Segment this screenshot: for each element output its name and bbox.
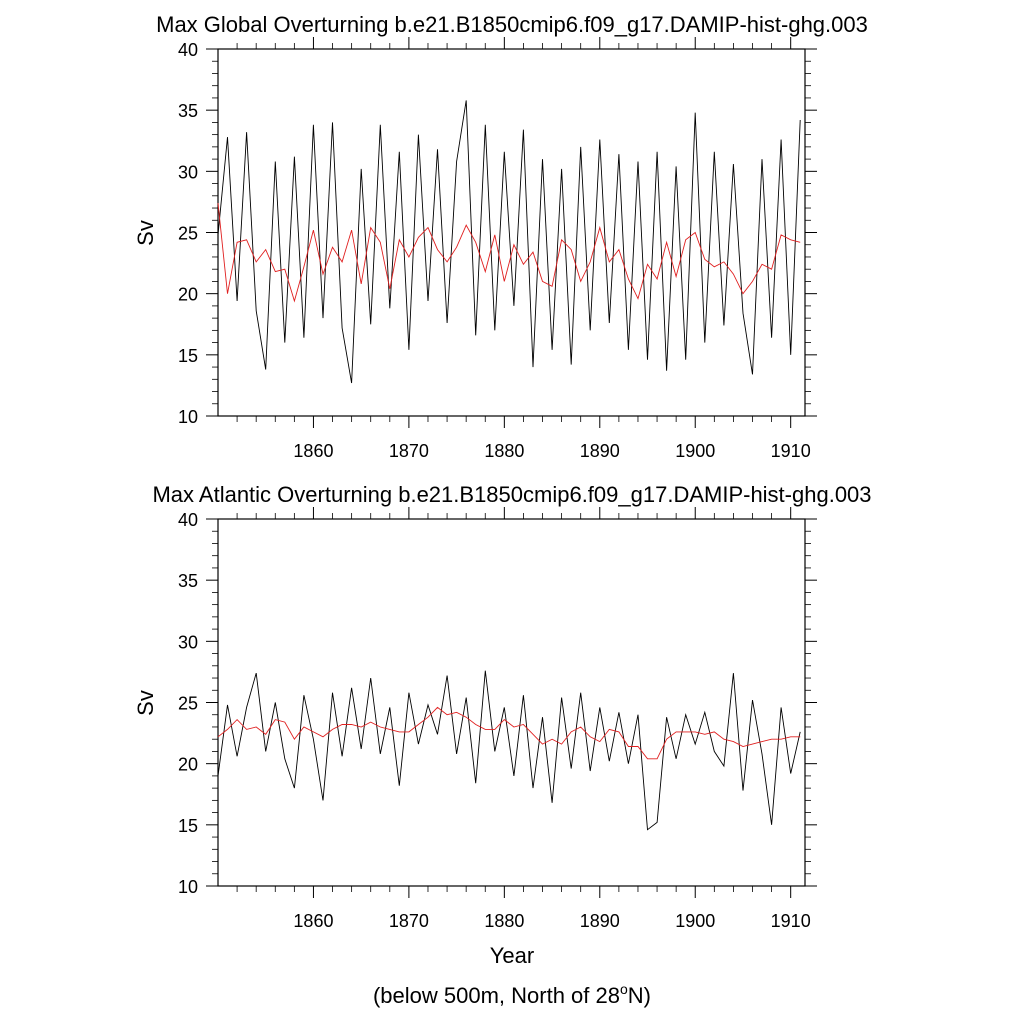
atlantic-overturning-panel: Max Atlantic Overturning b.e21.B1850cmip… bbox=[133, 482, 872, 968]
y-axis-label: Sv bbox=[133, 220, 158, 246]
x-tick-label: 1860 bbox=[293, 441, 333, 461]
y-tick-label: 15 bbox=[178, 816, 198, 836]
panel-title: Max Atlantic Overturning b.e21.B1850cmip… bbox=[152, 482, 871, 507]
plot-series bbox=[217, 100, 801, 384]
x-tick-labels: 1860 1870 1880 1890 1900 1910 bbox=[293, 911, 810, 931]
x-tick-label: 1880 bbox=[484, 441, 524, 461]
footnote-prefix: (below 500m, North of 28 bbox=[373, 983, 620, 1008]
axis-ticks bbox=[206, 507, 817, 898]
series-line-red bbox=[217, 706, 801, 760]
y-tick-label: 10 bbox=[178, 407, 198, 427]
y-tick-label: 20 bbox=[178, 285, 198, 305]
y-tick-label: 30 bbox=[178, 632, 198, 652]
footnote: (below 500m, North of 28oN) bbox=[373, 981, 651, 1008]
x-tick-label: 1910 bbox=[771, 911, 811, 931]
y-tick-label: 35 bbox=[178, 571, 198, 591]
series-line-black bbox=[217, 670, 801, 831]
y-tick-label: 25 bbox=[178, 694, 198, 714]
plot-frame bbox=[217, 518, 806, 887]
global-overturning-panel: Max Global Overturning b.e21.B1850cmip6.… bbox=[133, 12, 868, 461]
footnote-suffix: N) bbox=[628, 983, 651, 1008]
x-tick-label: 1900 bbox=[675, 911, 715, 931]
y-axis-label: Sv bbox=[133, 690, 158, 716]
y-tick-label: 40 bbox=[178, 40, 198, 60]
plot-frame bbox=[217, 48, 806, 417]
x-tick-label: 1880 bbox=[484, 911, 524, 931]
x-axis-label: Year bbox=[490, 943, 534, 968]
x-tick-label: 1890 bbox=[580, 441, 620, 461]
x-tick-label: 1860 bbox=[293, 911, 333, 931]
panel-title: Max Global Overturning b.e21.B1850cmip6.… bbox=[156, 12, 868, 37]
y-tick-label: 15 bbox=[178, 346, 198, 366]
x-tick-label: 1890 bbox=[580, 911, 620, 931]
y-tick-label: 35 bbox=[178, 101, 198, 121]
footnote-superscript: o bbox=[620, 981, 628, 997]
y-tick-label: 25 bbox=[178, 224, 198, 244]
x-tick-label: 1870 bbox=[389, 911, 429, 931]
series-line-red bbox=[217, 203, 801, 303]
y-tick-label: 40 bbox=[178, 510, 198, 530]
axis-ticks bbox=[206, 37, 817, 428]
y-tick-label: 10 bbox=[178, 877, 198, 897]
y-tick-labels: 10 15 20 25 30 35 40 bbox=[178, 510, 198, 897]
plot-series bbox=[217, 670, 801, 831]
series-line-black bbox=[217, 100, 801, 384]
y-tick-labels: 10 15 20 25 30 35 40 bbox=[178, 40, 198, 427]
x-tick-label: 1870 bbox=[389, 441, 429, 461]
x-tick-label: 1900 bbox=[675, 441, 715, 461]
y-tick-label: 20 bbox=[178, 755, 198, 775]
x-tick-labels: 1860 1870 1880 1890 1900 1910 bbox=[293, 441, 810, 461]
y-tick-label: 30 bbox=[178, 162, 198, 182]
x-tick-label: 1910 bbox=[771, 441, 811, 461]
